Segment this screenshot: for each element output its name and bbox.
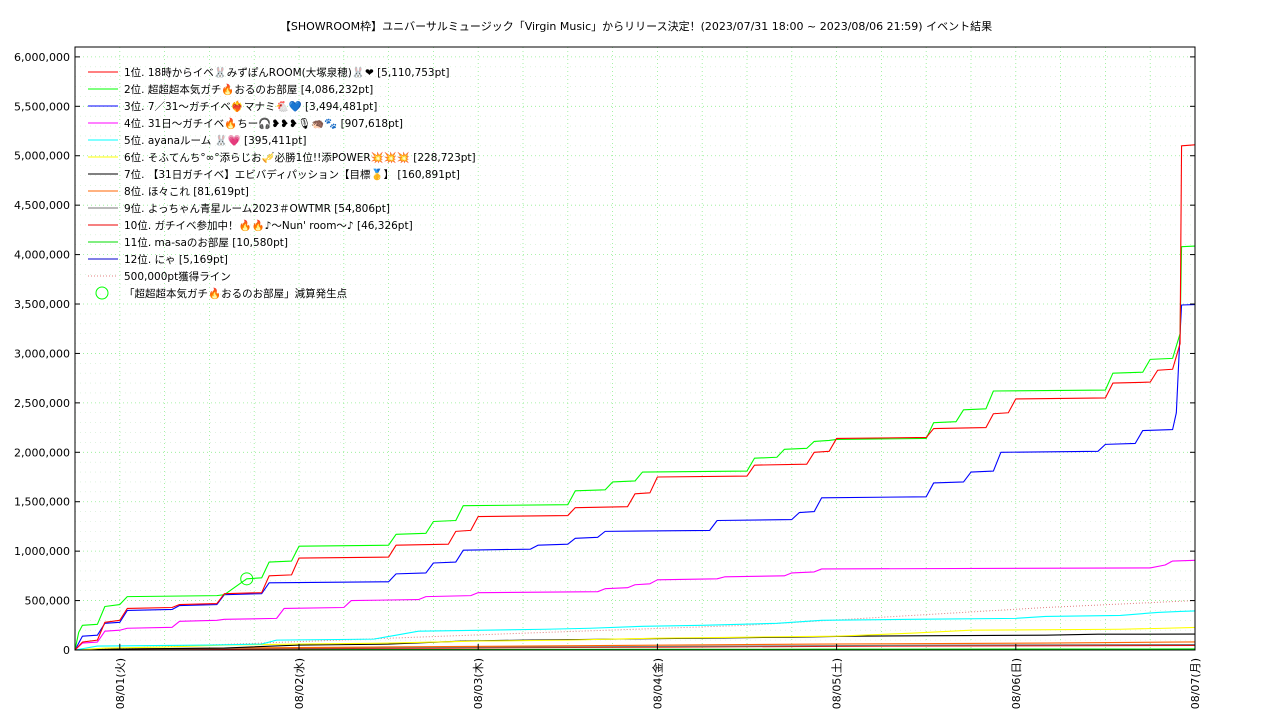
- legend-label-12: 12位. にゃ [5,169pt]: [124, 253, 228, 266]
- plot-frame: [74, 46, 1196, 651]
- chart-title: 【SHOWROOM枠】ユニバーサルミュージック「Virgin Music」からリ…: [280, 19, 992, 33]
- y-tick-label: 1,500,000: [14, 496, 70, 509]
- reference-layer: [74, 600, 1196, 651]
- series-line-2: [74, 245, 1196, 651]
- series-line-6: [74, 626, 1196, 651]
- y-tick-label: 5,500,000: [14, 100, 70, 113]
- y-tick-label: 1,000,000: [14, 545, 70, 558]
- y-tick-label: 3,500,000: [14, 298, 70, 311]
- x-tick-label: 08/06(日): [1010, 658, 1023, 709]
- y-tick-label: 3,000,000: [14, 347, 70, 360]
- legend-label-1: 1位. 18時からイベ🐰みずぽんROOM(大塚泉穂)🐰❤ [5,110,753p…: [124, 66, 450, 79]
- legend: 1位. 18時からイベ🐰みずぽんROOM(大塚泉穂)🐰❤ [5,110,753p…: [88, 66, 476, 300]
- series-line-4: [74, 559, 1196, 651]
- y-tick-label: 4,500,000: [14, 199, 70, 212]
- y-tick-label: 5,000,000: [14, 150, 70, 163]
- legend-label-5: 5位. ayanaルーム 🐰💗 [395,411pt]: [124, 134, 306, 147]
- legend-label-4: 4位. 31日〜ガチイベ🔥ちー🎧❥❥❥🎙🦔🐾 [907,618pt]: [124, 117, 403, 130]
- legend-label-7: 7位. 【31日ガチイベ】エビバディパッション【目標🥇】 [160,891pt]: [124, 168, 460, 181]
- legend-label-marker: 「超超超本気ガチ🔥おるのお部屋」減算発生点: [124, 287, 347, 300]
- y-tick-label: 4,000,000: [14, 249, 70, 262]
- x-tick-label: 08/02(水): [293, 658, 306, 709]
- x-tick-label: 08/05(土): [831, 658, 844, 709]
- series-line-5: [74, 610, 1196, 651]
- reference-line: [74, 600, 1196, 651]
- legend-swatch-marker: [95, 286, 109, 300]
- y-tick-label: 500,000: [25, 595, 71, 608]
- legend-label-8: 8位. ほ々これ [81,619pt]: [124, 185, 249, 198]
- x-tick-label: 08/01(火): [114, 658, 127, 709]
- legend-label-3: 3位. 7／31〜ガチイベ❤️‍🔥マナミ🐔💙 [3,494,481pt]: [124, 100, 377, 113]
- legend-label-10: 10位. ガチイベ参加中！🔥🔥♪〜Nun' room〜♪ [46,326pt]: [124, 219, 413, 232]
- legend-label-11: 11位. ma-saのお部屋 [10,580pt]: [124, 236, 288, 249]
- x-tick-label: 08/04(金): [650, 658, 664, 709]
- x-tick-label: 08/03(木): [472, 658, 485, 709]
- axis-layer: 0 500,000 1,000,000 1,500,000 2,000,000 2,500…: [14, 51, 1202, 709]
- y-tick-label: 6,000,000: [14, 51, 70, 64]
- legend-label-9: 9位. よっちゃん青星ルーム2023＃OWTMR [54,806pt]: [124, 202, 390, 215]
- legend-label-reference: 500,000pt獲得ライン: [124, 270, 231, 283]
- marker-layer: [240, 572, 254, 586]
- legend-label-2: 2位. 超超超本気ガチ🔥おるのお部屋 [4,086,232pt]: [124, 83, 373, 96]
- grid-layer: [74, 47, 1196, 650]
- series-line-1: [74, 144, 1196, 651]
- x-tick-label: 08/07(月): [1189, 658, 1202, 709]
- y-tick-label: 2,500,000: [14, 397, 70, 410]
- y-tick-label: 0: [63, 644, 70, 657]
- y-tick-label: 2,000,000: [14, 446, 70, 459]
- deduction-marker: [240, 572, 254, 586]
- series-line-3: [74, 304, 1196, 651]
- legend-label-6: 6位. そふてんち°∞°添らじお🎺必勝1位!!添POWER💥💥💥 [228,72…: [124, 151, 476, 164]
